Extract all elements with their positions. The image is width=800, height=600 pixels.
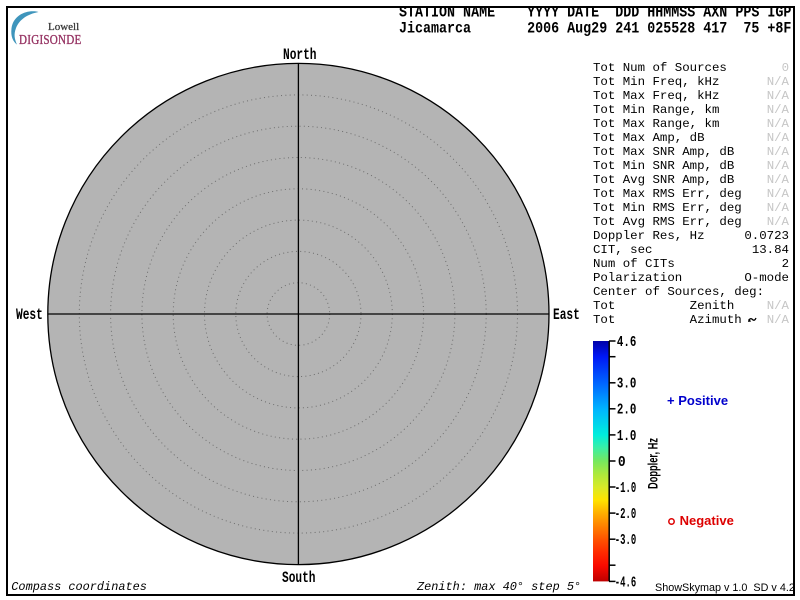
svg-text:Doppler, Hz: Doppler, Hz [646,438,661,489]
svg-text:3.0: 3.0 [617,377,636,393]
svg-text:-1.0: -1.0 [615,481,636,497]
svg-text:-4.6: -4.6 [615,575,636,591]
svg-text:-2.0: -2.0 [615,507,636,523]
svg-text:0: 0 [618,455,626,471]
svg-text:1.0: 1.0 [617,429,636,445]
svg-text:-3.0: -3.0 [615,533,636,549]
svg-text:4.6: 4.6 [617,335,636,351]
svg-text:2.0: 2.0 [617,403,636,419]
